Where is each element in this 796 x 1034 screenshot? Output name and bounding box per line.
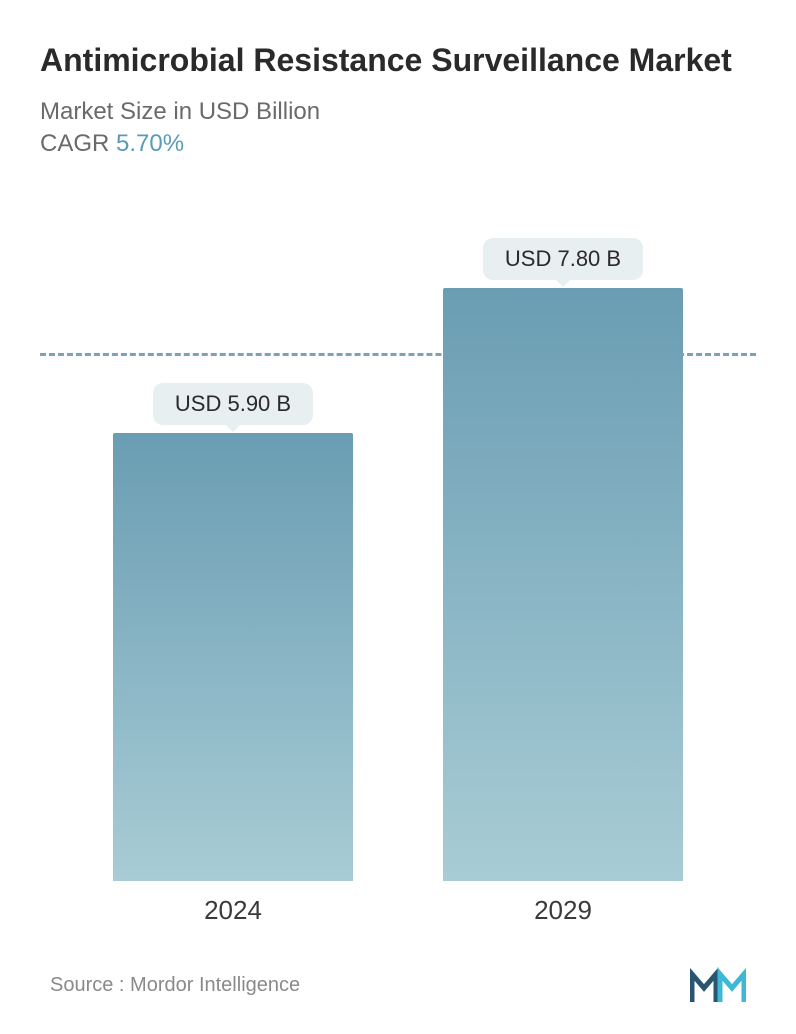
bar-group-1: USD 7.80 B	[443, 238, 683, 881]
bar-group-0: USD 5.90 B	[113, 383, 353, 881]
chart-container: Antimicrobial Resistance Surveillance Ma…	[0, 0, 796, 1034]
x-axis-labels: 2024 2029	[40, 881, 756, 926]
value-badge-0: USD 5.90 B	[153, 383, 313, 425]
chart-subtitle: Market Size in USD Billion	[40, 98, 756, 126]
x-label-0: 2024	[113, 895, 353, 926]
chart-title: Antimicrobial Resistance Surveillance Ma…	[40, 40, 756, 82]
cagr-line: CAGR 5.70%	[40, 130, 756, 158]
source-text: Source : Mordor Intelligence	[50, 974, 300, 997]
cagr-label: CAGR	[40, 130, 109, 157]
bar-1	[443, 288, 683, 881]
footer: Source : Mordor Intelligence	[40, 966, 756, 1004]
chart-plot-area: USD 5.90 B USD 7.80 B	[40, 208, 756, 881]
x-label-1: 2029	[443, 895, 683, 926]
logo-icon	[690, 966, 746, 1004]
bar-0	[113, 433, 353, 881]
cagr-value: 5.70%	[116, 130, 184, 157]
value-badge-1: USD 7.80 B	[483, 238, 643, 280]
